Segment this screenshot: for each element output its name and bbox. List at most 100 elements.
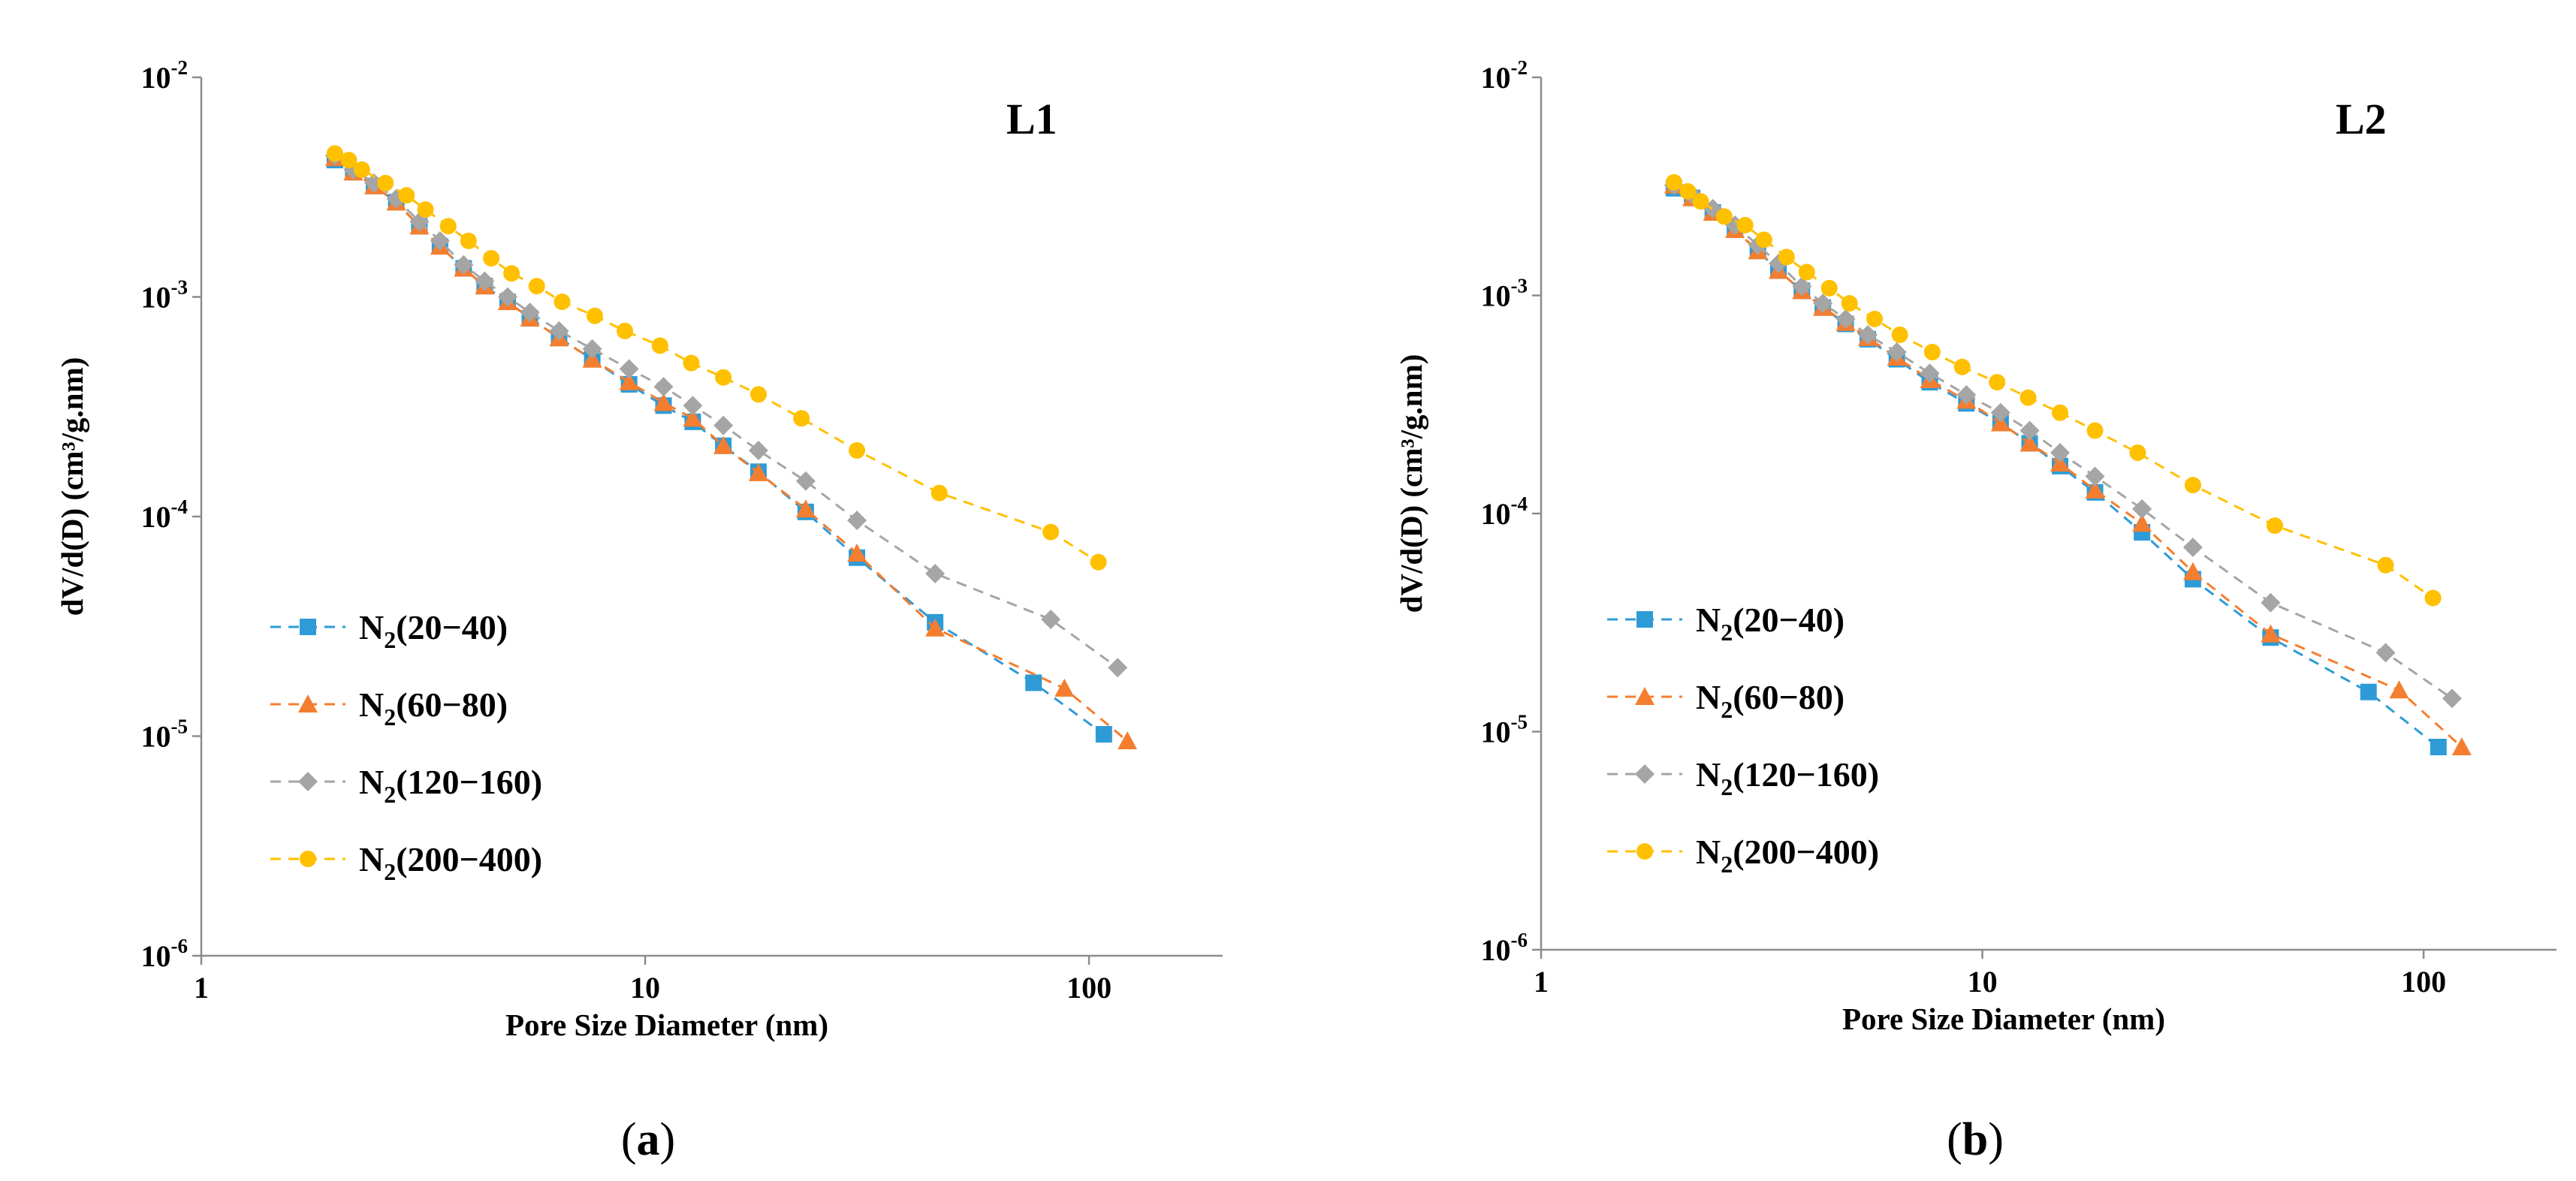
data-point: [1715, 208, 1733, 225]
data-point: [417, 201, 434, 218]
series-line: [334, 152, 1099, 563]
legend-entry: N2(200−400): [1607, 833, 1879, 878]
legend-subscript: 2: [1721, 851, 1733, 878]
legend-entry: N2(120−160): [270, 763, 542, 808]
legend-label: N2(120−160): [1696, 755, 1879, 800]
data-point: [1953, 358, 1971, 375]
series-circle: [1665, 173, 2442, 607]
data-point: [1095, 725, 1112, 743]
data-point: [1798, 264, 1815, 281]
data-point: [750, 386, 767, 403]
data-point: [475, 271, 495, 291]
data-point: [1956, 384, 1977, 405]
x-axis-title: Pore Size Diameter (nm): [1842, 1002, 2165, 1036]
x-tick-label: 10: [630, 971, 660, 1005]
y-tick-label: 10-5: [1481, 711, 1528, 749]
data-point: [1989, 374, 2006, 391]
data-point: [2451, 737, 2472, 756]
legend-marker: [300, 619, 316, 635]
legend-subscript: 2: [1721, 773, 1733, 800]
data-point: [1025, 674, 1042, 691]
data-point: [1778, 249, 1795, 266]
panel-title-text: L1: [1006, 95, 1057, 143]
series-line: [333, 155, 1119, 669]
data-point: [651, 337, 668, 354]
y-tick-exponent: -4: [1511, 493, 1528, 515]
data-point: [2132, 514, 2152, 532]
caption-paren: (: [1947, 1114, 1962, 1165]
data-point: [653, 393, 674, 411]
y-tick-label: 10-6: [141, 935, 189, 973]
data-point: [931, 484, 948, 502]
data-point: [2050, 443, 2071, 463]
data-point: [1118, 731, 1138, 750]
x-tick-label: 1: [1534, 965, 1549, 999]
legend-range: (120−160): [1733, 755, 1879, 794]
data-point: [326, 145, 343, 162]
data-point: [353, 161, 370, 178]
y-tick-label: 10-2: [141, 56, 189, 95]
data-point: [616, 322, 633, 339]
data-point: [340, 152, 357, 169]
panel-title: L2: [2336, 95, 2387, 143]
y-tick-exponent: -6: [1511, 929, 1528, 951]
x-tick-text: 10: [1968, 965, 1998, 999]
legend-name: N: [359, 685, 384, 724]
data-point: [549, 321, 569, 341]
legend-entry: N2(60−80): [270, 685, 508, 731]
y-tick-exponent: -5: [171, 716, 189, 738]
y-tick-label: 10-2: [1481, 56, 1528, 95]
y-tick-base: 10: [1481, 279, 1511, 313]
x-axis-title-text: Pore Size Diameter (nm): [505, 1008, 828, 1042]
y-tick-exponent: -4: [171, 496, 189, 518]
data-point: [2182, 562, 2203, 580]
legend-subscript: 2: [1721, 619, 1733, 646]
legend-label: N2(20−40): [1696, 601, 1845, 646]
x-axis-title: Pore Size Diameter (nm): [505, 1008, 828, 1042]
legend-marker: [298, 694, 318, 713]
data-point: [520, 303, 540, 323]
legend-marker: [300, 851, 316, 867]
legend-marker: [1636, 611, 1653, 628]
panel-title-text: L2: [2336, 95, 2387, 143]
data-point: [2019, 389, 2037, 406]
legend-name: N: [359, 840, 384, 878]
y-axis-title-text: dV/d(D) (cm³/g.nm): [55, 357, 89, 616]
data-point: [748, 440, 768, 460]
y-tick-exponent: -2: [1511, 56, 1528, 79]
data-point: [1042, 523, 1060, 541]
data-point: [847, 511, 867, 531]
y-tick-exponent: -2: [171, 56, 189, 79]
legend-range: (20−40): [396, 608, 508, 646]
data-point: [2184, 477, 2201, 494]
data-point: [2389, 680, 2409, 699]
series-line: [333, 157, 1129, 743]
legend-subscript: 2: [384, 858, 396, 885]
legend-name: N: [1696, 601, 1721, 639]
series-line: [1673, 187, 2439, 749]
series-circle: [326, 145, 1107, 571]
x-tick-text: 100: [1066, 971, 1112, 1005]
data-point: [1665, 173, 1682, 191]
y-tick-label: 10-3: [141, 276, 189, 315]
legend-subscript: 2: [384, 781, 396, 808]
caption-letter: a: [637, 1114, 660, 1165]
data-point: [1692, 193, 1709, 210]
data-point: [1835, 309, 1856, 329]
legend-label: N2(120−160): [359, 763, 542, 808]
data-point: [1920, 363, 1940, 384]
x-tick-label: 1: [194, 971, 209, 1005]
legend-range: (200−400): [1733, 833, 1879, 871]
x-tick-label: 100: [1066, 971, 1112, 1005]
data-point: [1054, 678, 1075, 697]
x-axis-title-text: Pore Size Diameter (nm): [1842, 1002, 2165, 1036]
data-point: [1858, 324, 1878, 345]
legend-name: N: [1696, 755, 1721, 794]
legend-entry: N2(20−40): [270, 608, 508, 653]
caption-paren: (: [621, 1114, 637, 1165]
data-point: [2442, 688, 2462, 709]
legend-entry: N2(20−40): [1607, 601, 1845, 646]
x-tick-text: 100: [2401, 965, 2446, 999]
